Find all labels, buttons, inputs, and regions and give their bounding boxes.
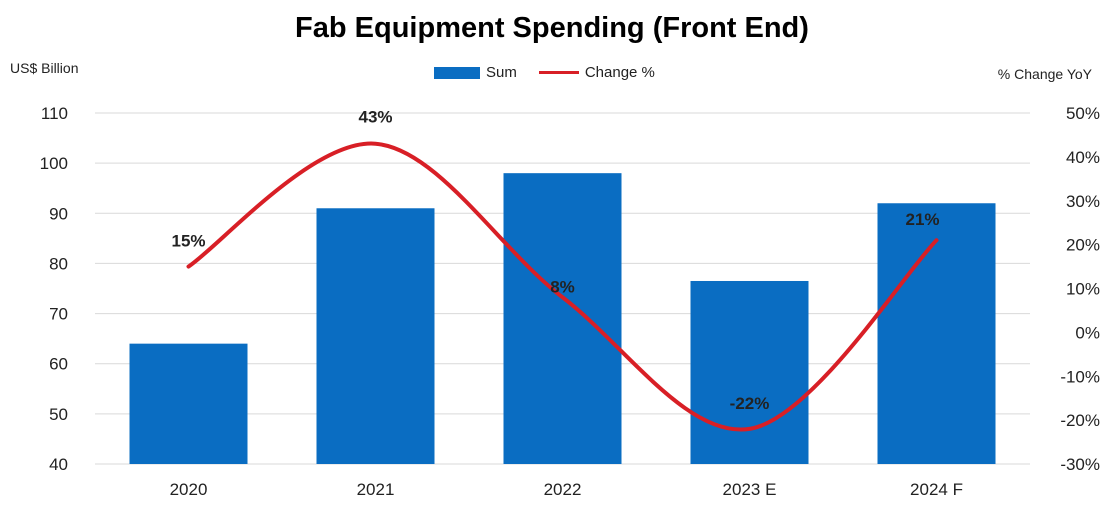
change-data-label: 15%	[171, 232, 205, 251]
legend-item-sum: Sum	[434, 64, 517, 81]
change-data-label: 21%	[905, 210, 939, 229]
legend-label-change: Change %	[584, 64, 655, 81]
change-data-label: 8%	[550, 277, 575, 296]
x-tick-label: 2024 F	[910, 480, 963, 499]
y-tick-label: 70	[49, 305, 68, 324]
left-axis-title: US$ Billion	[10, 60, 79, 76]
legend: Sum Change %	[434, 64, 655, 81]
chart-title: Fab Equipment Spending (Front End)	[295, 12, 809, 44]
right-axis-title: % Change YoY	[997, 66, 1092, 82]
y-tick-label: 110	[41, 104, 68, 123]
legend-label-sum: Sum	[486, 64, 517, 81]
y-tick-label: 40	[49, 455, 68, 474]
legend-swatch-line	[538, 71, 579, 74]
bar	[690, 280, 809, 464]
x-tick-label: 2022	[544, 480, 582, 499]
y2-tick-label: 10%	[1066, 280, 1100, 299]
legend-swatch-bar	[434, 66, 480, 79]
y2-tick-label: 20%	[1066, 236, 1100, 255]
y-tick-label: 60	[49, 355, 68, 374]
bar	[129, 343, 248, 464]
x-tick-label: 2021	[357, 480, 395, 499]
y2-tick-label: 30%	[1066, 192, 1100, 211]
y2-tick-label: -10%	[1060, 367, 1100, 386]
change-line	[186, 141, 939, 432]
y-tick-label: 100	[40, 154, 68, 173]
y-tick-label: 90	[49, 204, 68, 223]
bar	[503, 173, 622, 464]
y2-tick-label: 40%	[1066, 148, 1100, 167]
x-tick-label: 2020	[170, 480, 208, 499]
change-data-label: -22%	[730, 394, 770, 413]
legend-item-change: Change %	[538, 64, 655, 81]
y-tick-label: 50	[49, 405, 68, 424]
y2-tick-label: -30%	[1060, 455, 1100, 474]
y2-tick-label: 0%	[1075, 323, 1100, 342]
y-tick-label: 80	[49, 254, 68, 273]
bar	[877, 203, 996, 464]
bar	[316, 208, 435, 464]
y2-tick-label: 50%	[1066, 104, 1100, 123]
x-tick-label: 2023 E	[723, 480, 777, 499]
y2-tick-label: -20%	[1060, 411, 1100, 430]
change-data-label: 43%	[358, 108, 392, 127]
